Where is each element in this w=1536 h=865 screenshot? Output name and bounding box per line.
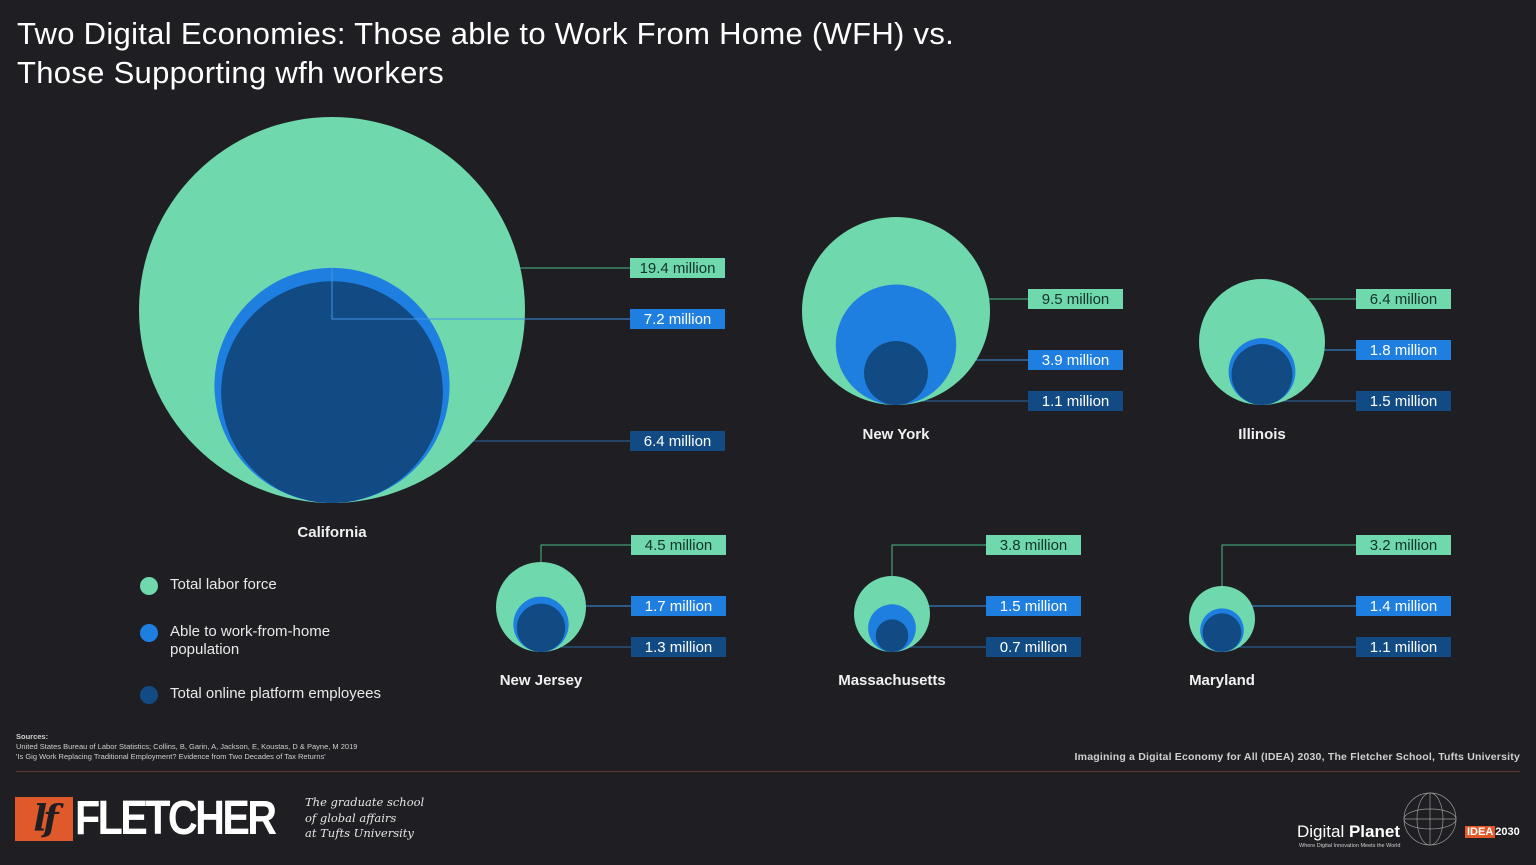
- chart-title: Two Digital Economies: Those able to Wor…: [17, 14, 1217, 92]
- legend-swatch-total-labor-force: [140, 577, 158, 595]
- sources-line-1: United States Bureau of Labor Statistics…: [16, 742, 358, 751]
- value-box-new-jersey-platform-employees: [631, 637, 726, 657]
- bubble-california-platform-employees: [221, 281, 443, 503]
- value-label-new-jersey-total-labor-force: 4.5 million: [645, 537, 713, 554]
- value-box-new-jersey-total-labor-force: [631, 535, 726, 555]
- value-box-maryland-wfh-population: [1356, 596, 1451, 616]
- title-line-1: Two Digital Economies: Those able to Wor…: [17, 16, 955, 51]
- value-box-new-york-total-labor-force: [1028, 289, 1123, 309]
- digital-planet-logo: Digital Planet: [1297, 822, 1400, 842]
- legend-label-total-labor-force: Total labor force: [170, 576, 277, 593]
- value-box-illinois-wfh-population: [1356, 340, 1451, 360]
- tagline-line-1: The graduate school: [305, 795, 425, 809]
- fletcher-logo: lf FLETCHER: [15, 792, 307, 845]
- state-label-massachusetts: Massachusetts: [838, 672, 946, 689]
- value-box-massachusetts-total-labor-force: [986, 535, 1081, 555]
- bubble-massachusetts-platform-employees: [875, 619, 909, 652]
- credit-line: Imagining a Digital Economy for All (IDE…: [1074, 751, 1520, 763]
- globe-icon: [1403, 792, 1457, 846]
- title-line-2: Those Supporting wfh workers: [17, 55, 445, 90]
- value-label-maryland-platform-employees: 1.1 million: [1370, 639, 1438, 656]
- connector-massachusetts-total-labor-force: [891, 544, 986, 576]
- legend-label-wfh-population: Able to work-from-home population: [170, 623, 331, 658]
- value-box-california-total-labor-force: [630, 258, 725, 278]
- state-label-california: California: [297, 524, 367, 541]
- state-label-maryland: Maryland: [1189, 672, 1255, 689]
- value-label-illinois-total-labor-force: 6.4 million: [1370, 291, 1438, 308]
- state-label-illinois: Illinois: [1238, 426, 1286, 443]
- fletcher-tagline: The graduate school of global affairs at…: [305, 795, 424, 842]
- digital-planet-tagline: Where Digital Innovation Meets the World: [1299, 843, 1401, 849]
- digital-planet-word-2: Planet: [1348, 822, 1400, 841]
- bubble-illinois-platform-employees: [1231, 344, 1293, 405]
- value-box-maryland-total-labor-force: [1356, 535, 1451, 555]
- connector-maryland-total-labor-force: [1221, 544, 1356, 586]
- idea-logo-year: 2030: [1495, 826, 1520, 838]
- connector-new-jersey-total-labor-force: [540, 544, 631, 562]
- value-label-california-wfh-population: 7.2 million: [644, 311, 712, 328]
- value-box-new-york-wfh-population: [1028, 350, 1123, 370]
- legend-label-platform-employees: Total online platform employees: [170, 685, 381, 702]
- legend-swatch-wfh-population: [140, 624, 158, 642]
- state-label-new-york: New York: [863, 426, 931, 443]
- idea-logo-box: IDEA: [1465, 826, 1496, 838]
- value-box-illinois-platform-employees: [1356, 391, 1451, 411]
- value-box-illinois-total-labor-force: [1356, 289, 1451, 309]
- state-label-new-jersey: New Jersey: [500, 672, 583, 689]
- value-label-new-york-wfh-population: 3.9 million: [1042, 352, 1110, 369]
- value-box-massachusetts-platform-employees: [986, 637, 1081, 657]
- legend-swatch-platform-employees: [140, 686, 158, 704]
- bubble-new-york-platform-employees: [864, 341, 928, 405]
- idea-2030-logo: IDEA 2030: [1465, 826, 1520, 838]
- value-label-maryland-wfh-population: 1.4 million: [1370, 598, 1438, 615]
- value-box-massachusetts-wfh-population: [986, 596, 1081, 616]
- value-label-massachusetts-platform-employees: 0.7 million: [1000, 639, 1068, 656]
- value-label-new-york-platform-employees: 1.1 million: [1042, 393, 1110, 410]
- value-label-massachusetts-wfh-population: 1.5 million: [1000, 598, 1068, 615]
- fletcher-wordmark: FLETCHER: [75, 792, 277, 845]
- connector-overlay-california-wfh-population: [331, 267, 630, 320]
- value-label-california-platform-employees: 6.4 million: [644, 433, 712, 450]
- value-label-maryland-total-labor-force: 3.2 million: [1370, 537, 1438, 554]
- value-label-new-york-total-labor-force: 9.5 million: [1042, 291, 1110, 308]
- value-label-illinois-wfh-population: 1.8 million: [1370, 342, 1438, 359]
- tagline-line-3: at Tufts University: [305, 826, 414, 840]
- sources-line-2: 'Is Gig Work Replacing Traditional Emplo…: [16, 752, 326, 761]
- value-box-california-wfh-population: [630, 309, 725, 329]
- value-label-california-total-labor-force: 19.4 million: [640, 260, 716, 277]
- sources-heading: Sources:: [16, 732, 49, 741]
- value-box-maryland-platform-employees: [1356, 637, 1451, 657]
- value-label-illinois-platform-employees: 1.5 million: [1370, 393, 1438, 410]
- bubble-new-jersey-platform-employees: [516, 603, 566, 652]
- value-label-new-jersey-wfh-population: 1.7 million: [645, 598, 713, 615]
- digital-planet-word-1: Digital: [1297, 822, 1349, 841]
- tagline-line-2: of global affairs: [305, 810, 397, 825]
- value-box-california-platform-employees: [630, 431, 725, 451]
- fletcher-mark-icon: lf: [15, 797, 73, 841]
- value-box-new-jersey-wfh-population: [631, 596, 726, 616]
- value-label-new-jersey-platform-employees: 1.3 million: [645, 639, 713, 656]
- sources-note: Sources: United States Bureau of Labor S…: [16, 732, 536, 762]
- value-label-massachusetts-total-labor-force: 3.8 million: [1000, 537, 1068, 554]
- bubble-maryland-platform-employees: [1202, 613, 1242, 652]
- connector-maryland-platform-employees: [1221, 646, 1356, 650]
- footer-divider: [16, 771, 1520, 772]
- value-box-new-york-platform-employees: [1028, 391, 1123, 411]
